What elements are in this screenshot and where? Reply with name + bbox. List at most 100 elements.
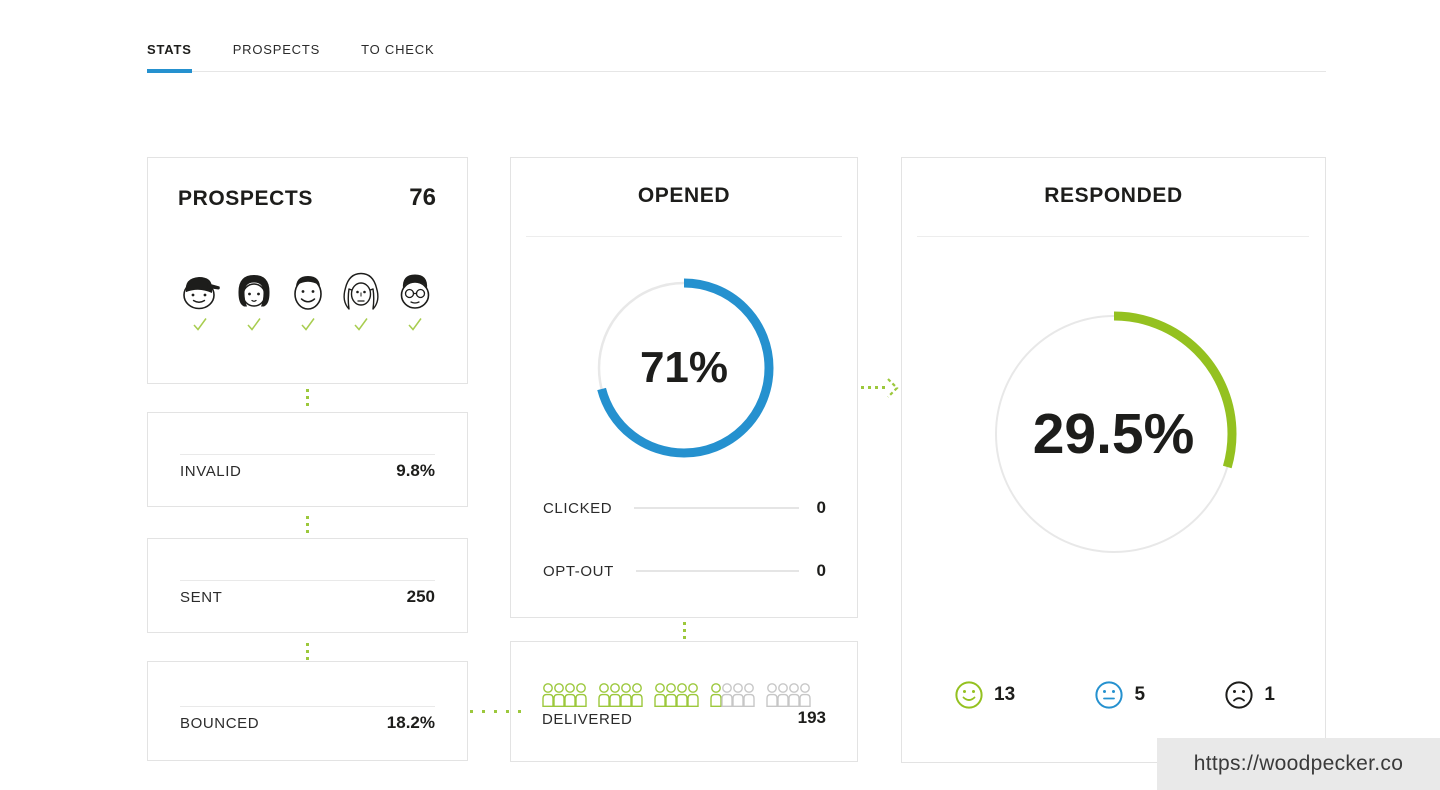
reaction-neutral: 5: [1095, 681, 1145, 709]
reaction-negative: 1: [1225, 681, 1275, 709]
watermark-url: https://woodpecker.co: [1157, 738, 1440, 790]
person-icon: [654, 683, 666, 707]
responded-donut-arc: [991, 311, 1236, 557]
clicked-value: 0: [816, 498, 826, 517]
clicked-row: CLICKED 0: [543, 498, 826, 518]
person-icon: [777, 683, 789, 707]
responded-card: RESPONDED 29.5% 13 5 1: [901, 157, 1326, 763]
arrow-right-icon: [887, 378, 899, 398]
person-icon: [721, 683, 733, 707]
person-icon: [542, 683, 554, 707]
person-icon: [609, 683, 621, 707]
bounced-bar-fill: [180, 704, 227, 708]
opt-out-leader-line: [635, 570, 799, 572]
checkmark-icon: [354, 318, 368, 331]
invalid-label: INVALID: [180, 463, 242, 480]
responded-percent-value: 29.5%: [1032, 402, 1195, 466]
people-group: [598, 682, 643, 707]
avatar-man-short-hair-icon: [287, 268, 329, 332]
opened-percent-value: 71%: [639, 343, 729, 392]
opened-card: OPENED 71% CLICKED 0 OPT-OUT 0: [510, 157, 858, 618]
person-icon: [564, 683, 576, 707]
person-icon: [788, 683, 800, 707]
responded-donut-chart: 29.5%: [989, 309, 1239, 559]
invalid-progress-bar: [180, 452, 435, 456]
bounced-value: 18.2%: [386, 713, 435, 732]
opt-out-row: OPT-OUT 0: [543, 561, 826, 581]
sent-card: SENT 250: [147, 538, 468, 633]
checkmark-icon: [193, 318, 207, 331]
person-icon: [598, 683, 610, 707]
person-icon: [743, 683, 755, 707]
reaction-count: 13: [994, 684, 1016, 705]
avatar-girl-bob-icon: [233, 268, 275, 332]
connector-opened-responded: [861, 386, 885, 389]
tab-prospects[interactable]: PROSPECTS: [232, 42, 321, 57]
invalid-card: INVALID 9.8%: [147, 412, 468, 507]
person-icon: [766, 683, 778, 707]
connector-prospects-invalid: [306, 389, 309, 410]
person-icon: [710, 683, 722, 707]
sent-label: SENT: [180, 589, 223, 606]
clicked-label: CLICKED: [543, 499, 613, 517]
people-group: [710, 682, 755, 707]
person-icon: [553, 683, 565, 707]
bounced-bar-track: [180, 705, 435, 707]
reaction-count: 1: [1264, 684, 1275, 705]
tab-stats[interactable]: STATS: [147, 36, 192, 73]
prospects-card-title: PROSPECTS: [178, 187, 313, 210]
responded-donut-svg: [991, 311, 1236, 557]
tab-bar: STATS PROSPECTS TO CHECK: [147, 36, 1326, 73]
person-icon: [799, 683, 811, 707]
connector-opened-delivered: [683, 622, 686, 643]
opened-title-divider: [526, 236, 842, 237]
sent-bar-fill: [180, 578, 388, 582]
reactions-row: 13 5 1: [955, 681, 1275, 709]
delivered-card: DELIVERED 193: [510, 641, 858, 762]
reaction-count: 5: [1134, 684, 1146, 705]
sent-progress-bar: [180, 578, 435, 582]
reaction-positive: 13: [955, 681, 1015, 709]
clicked-leader-line: [634, 507, 799, 509]
sent-value: 250: [406, 587, 435, 606]
person-icon: [620, 683, 632, 707]
person-icon: [732, 683, 744, 707]
sent-bar-track: [180, 579, 435, 581]
people-group: [542, 682, 587, 707]
responded-card-title: RESPONDED: [1044, 184, 1183, 207]
opened-card-title: OPENED: [637, 184, 731, 207]
person-icon: [631, 683, 643, 707]
neutral-face-icon: [1095, 681, 1124, 709]
bounced-progress-bar: [180, 704, 435, 708]
connector-invalid-sent: [306, 516, 309, 537]
person-icon: [676, 683, 688, 707]
opened-donut-svg: [594, 278, 774, 458]
checkmark-icon: [247, 318, 261, 331]
tab-to-check[interactable]: TO CHECK: [361, 42, 435, 57]
bounced-card: BOUNCED 18.2%: [147, 661, 468, 761]
opened-donut-chart: 71%: [592, 276, 776, 460]
avatar-man-glasses-icon: [394, 268, 436, 332]
connector-sent-bounced: [306, 643, 309, 664]
bounced-label: BOUNCED: [180, 715, 260, 732]
person-icon: [665, 683, 677, 707]
positive-face-icon: [955, 681, 983, 709]
delivered-value: 193: [797, 708, 826, 727]
opt-out-value: 0: [816, 561, 826, 580]
invalid-bar-track: [180, 453, 435, 455]
prospects-count: 76: [409, 184, 436, 211]
responded-title-divider: [917, 236, 1309, 237]
invalid-bar-fill: [180, 452, 207, 456]
avatar-woman-wavy-hair-icon: [340, 268, 382, 332]
connector-bounced-delivered: [470, 710, 521, 713]
person-icon: [687, 683, 699, 707]
prospects-card: PROSPECTS 76: [147, 157, 468, 384]
checkmark-icon: [300, 318, 315, 331]
opt-out-label: OPT-OUT: [543, 562, 614, 580]
checkmark-icon: [408, 318, 422, 331]
avatar-boy-cap-icon: [179, 268, 221, 332]
people-group: [766, 682, 811, 707]
delivered-people-icons: [542, 682, 811, 707]
opened-donut-arc: [594, 278, 774, 458]
